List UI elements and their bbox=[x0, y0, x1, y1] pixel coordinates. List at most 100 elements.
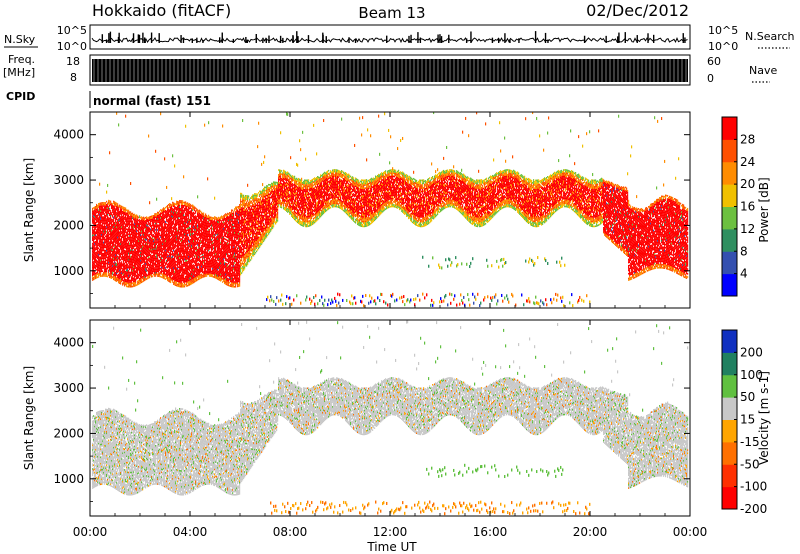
power-echo bbox=[107, 209, 109, 211]
power-echo bbox=[94, 222, 96, 225]
power-echo bbox=[94, 241, 96, 244]
power-echo bbox=[105, 267, 107, 269]
power-echo bbox=[114, 231, 116, 234]
power-echo bbox=[126, 261, 128, 264]
power-echo bbox=[119, 234, 121, 237]
power-echo bbox=[98, 250, 100, 253]
power-echo bbox=[153, 265, 155, 268]
power-echo bbox=[99, 237, 101, 240]
power-echo bbox=[122, 253, 124, 256]
power-echo bbox=[127, 257, 129, 259]
power-echo bbox=[105, 259, 107, 261]
power-echo bbox=[118, 267, 120, 270]
power-echo bbox=[122, 231, 124, 234]
power-echo bbox=[117, 219, 119, 221]
power-echo bbox=[110, 273, 112, 276]
power-echo bbox=[111, 213, 113, 216]
power-echo bbox=[105, 206, 107, 209]
power-echo bbox=[121, 253, 123, 255]
power-echo bbox=[124, 250, 126, 252]
power-echo bbox=[111, 277, 113, 279]
power-echo bbox=[102, 235, 104, 238]
power-echo bbox=[206, 275, 208, 277]
power-echo bbox=[109, 151, 111, 155]
power-echo bbox=[103, 246, 105, 249]
power-echo bbox=[106, 253, 108, 255]
power-echo bbox=[100, 272, 102, 274]
power-echo bbox=[96, 256, 98, 258]
power-echo bbox=[106, 213, 108, 216]
power-echo bbox=[106, 262, 108, 265]
power-echo bbox=[103, 273, 105, 276]
power-echo bbox=[120, 206, 122, 209]
power-echo bbox=[103, 257, 105, 260]
power-echo bbox=[101, 248, 103, 250]
power-echo bbox=[112, 214, 114, 217]
power-echo bbox=[109, 263, 111, 266]
power-echo bbox=[127, 274, 129, 277]
power-echo bbox=[92, 222, 94, 224]
power-echo bbox=[101, 267, 103, 269]
power-echo bbox=[94, 246, 96, 248]
power-echo bbox=[127, 217, 129, 220]
power-echo bbox=[97, 246, 99, 248]
power-echo bbox=[113, 207, 115, 209]
power-echo bbox=[105, 205, 107, 207]
power-echo bbox=[94, 255, 96, 258]
power-echo bbox=[120, 265, 122, 268]
power-echo bbox=[158, 270, 160, 273]
power-echo bbox=[106, 238, 108, 241]
power-echo bbox=[105, 254, 107, 257]
power-echo bbox=[102, 273, 104, 276]
power-echo bbox=[111, 269, 113, 272]
power-echo bbox=[108, 261, 110, 264]
power-echo bbox=[99, 266, 101, 268]
power-echo bbox=[113, 254, 115, 257]
power-echo bbox=[103, 260, 105, 263]
power-echo bbox=[120, 219, 122, 222]
power-echo bbox=[119, 269, 121, 272]
power-echo bbox=[109, 255, 111, 258]
power-echo bbox=[104, 241, 106, 244]
power-echo bbox=[123, 273, 125, 275]
power-echo bbox=[93, 229, 95, 231]
power-echo bbox=[121, 262, 123, 265]
power-echo bbox=[127, 255, 129, 258]
power-echo bbox=[102, 208, 104, 211]
power-echo bbox=[109, 244, 111, 247]
power-echo bbox=[111, 242, 113, 245]
power-echo bbox=[127, 269, 129, 272]
power-echo bbox=[111, 224, 113, 227]
power-echo bbox=[112, 246, 114, 248]
freq-strip: Freq. [MHz] 18 8 60 0 Nave bbox=[3, 53, 777, 86]
power-echo bbox=[122, 269, 124, 272]
power-echo bbox=[107, 266, 109, 268]
power-echo bbox=[104, 216, 106, 218]
power-echo bbox=[112, 242, 114, 245]
power-echo bbox=[121, 232, 123, 235]
power-echo bbox=[113, 227, 115, 230]
power-echo bbox=[109, 266, 111, 269]
power-echo bbox=[117, 279, 119, 282]
power-echo bbox=[96, 262, 98, 265]
power-echo bbox=[98, 261, 100, 264]
power-echo bbox=[103, 219, 105, 222]
power-echo bbox=[92, 244, 94, 246]
power-echo bbox=[100, 261, 102, 263]
power-echo bbox=[101, 202, 103, 204]
power-echo bbox=[123, 222, 125, 225]
power-echo bbox=[157, 256, 159, 258]
power-echo bbox=[95, 234, 97, 237]
power-echo bbox=[124, 283, 126, 285]
power-echo bbox=[100, 253, 102, 255]
power-echo bbox=[126, 280, 128, 283]
power-echo bbox=[97, 205, 99, 207]
power-echo bbox=[100, 219, 102, 222]
power-echo bbox=[124, 267, 126, 270]
power-echo bbox=[114, 258, 116, 261]
power-echo bbox=[106, 190, 108, 194]
power-echo bbox=[97, 257, 99, 260]
power-echo bbox=[122, 284, 124, 286]
power-echo bbox=[124, 221, 126, 224]
power-echo bbox=[125, 282, 127, 284]
